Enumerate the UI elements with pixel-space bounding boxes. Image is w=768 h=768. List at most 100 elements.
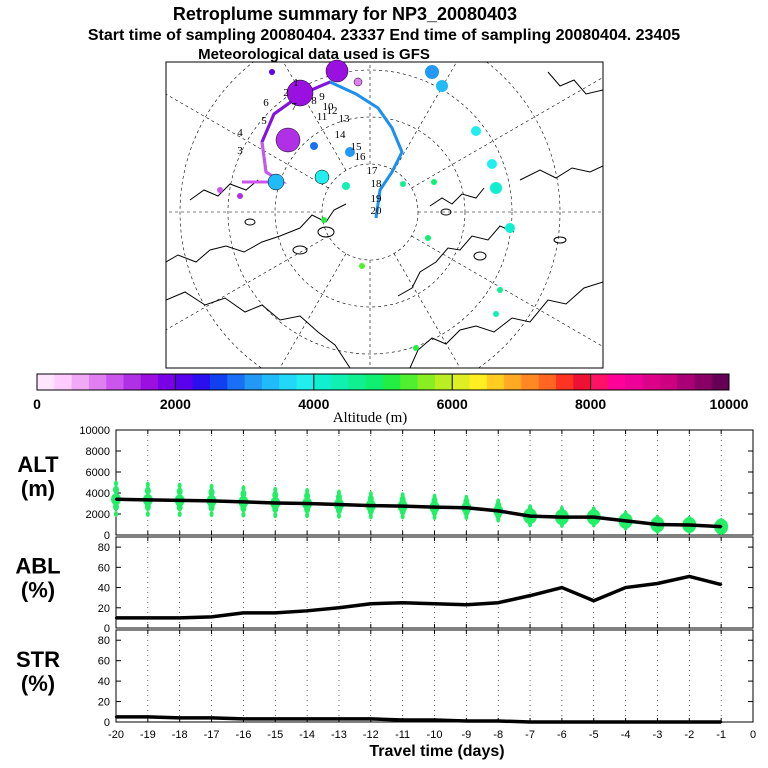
panel-ylabel: ALT (17, 452, 59, 477)
series-point (146, 715, 150, 719)
colorbar-swatch (261, 374, 280, 390)
colorbar-swatch (677, 374, 695, 390)
altitude-scatter-point (113, 502, 119, 511)
altitude-scatter-point (304, 505, 311, 514)
coastline (166, 227, 301, 263)
colorbar-swatch (106, 374, 124, 390)
series-point (497, 509, 500, 513)
series-point (624, 720, 627, 724)
series-point (337, 503, 341, 506)
altitude-scatter-point (208, 503, 215, 512)
altitude-scatter-point (273, 486, 278, 493)
altitude-scatter-point (114, 511, 118, 517)
series-point (465, 719, 468, 723)
latitude-circle (274, 116, 466, 308)
x-tick-label: 0 (750, 729, 756, 741)
colorbar-swatch (573, 374, 592, 390)
y-tick-label: 60 (98, 562, 110, 574)
series-point (528, 720, 532, 724)
trajectory-day-label: 17 (367, 165, 379, 177)
colorbar-swatch (383, 374, 401, 390)
coastline (397, 225, 515, 297)
colorbar-swatch (711, 374, 730, 390)
latitude-circle (227, 69, 513, 355)
series-point (656, 720, 659, 724)
altitude-scatter-point (336, 489, 341, 496)
series-point (210, 716, 213, 720)
y-tick-label: 0 (104, 623, 110, 635)
altitude-scatter-point (496, 516, 501, 523)
series-point (146, 498, 150, 502)
altitude-scatter-point (336, 512, 341, 519)
series-point (592, 515, 595, 519)
series-point (274, 611, 277, 615)
colorbar-swatch (521, 374, 540, 390)
altitude-scatter-point (431, 496, 438, 505)
series-point (178, 716, 181, 720)
colorbar-swatch (694, 374, 713, 390)
altitude-scatter-point (719, 528, 724, 535)
colorbar-swatch (313, 374, 332, 390)
series-point (624, 586, 627, 589)
x-tick-label: -5 (589, 729, 599, 741)
colorbar-swatch (158, 374, 176, 390)
series-point (337, 606, 341, 609)
y-tick-label: 40 (98, 676, 110, 688)
series-point (369, 602, 372, 605)
plume-cluster-marker (269, 69, 275, 75)
plume-cluster-marker (353, 77, 363, 87)
colorbar-swatch (365, 374, 384, 390)
series-point (401, 601, 404, 604)
colorbar-swatch (486, 374, 505, 390)
plume-cluster-marker (487, 159, 497, 169)
panel-ylabel-unit: (%) (21, 671, 55, 696)
altitude-scatter-point (305, 512, 310, 519)
trajectory-day-label: 16 (355, 151, 367, 163)
trajectory-day-label: 9 (319, 91, 325, 103)
altitude-scatter-point (209, 511, 214, 518)
colorbar-swatch (123, 374, 142, 390)
abl-panel: 80 60 40 20 0 ABL(%) (15, 536, 754, 635)
altitude-scatter-point (368, 513, 373, 520)
x-axis-title: Travel time (days) (369, 743, 504, 760)
altitude-scatter-point (527, 516, 534, 525)
trajectory-day-label: 19 (371, 193, 383, 205)
plume-cluster-marker (321, 217, 327, 223)
plume-cluster-marker (425, 235, 431, 241)
colorbar-swatch (54, 374, 73, 390)
trajectory-day-label: 15 (351, 141, 363, 153)
colorbar-tick-label: 4000 (298, 396, 329, 412)
altitude-scatter-point (145, 511, 150, 518)
colorbar-tick-label: 2000 (160, 396, 191, 412)
colorbar-swatch (590, 374, 609, 390)
x-tick-label: -17 (204, 729, 220, 741)
plume-cluster-marker (237, 193, 243, 199)
x-tick-label: -14 (299, 729, 315, 741)
plume-cluster-marker (505, 223, 515, 233)
altitude-scatter-point (400, 513, 405, 520)
trajectory-day-label: 1 (293, 77, 299, 89)
x-tick-label: -18 (172, 729, 188, 741)
retroplume-path-upper (260, 80, 331, 143)
altitude-scatter-point (687, 515, 692, 522)
altitude-scatter-point (591, 506, 596, 513)
plume-cluster-marker (310, 142, 318, 150)
y-tick-label: 8000 (86, 446, 110, 458)
altitude-scatter-point (272, 505, 279, 514)
series-point (337, 717, 341, 721)
colorbar-swatch (434, 374, 453, 390)
y-tick-label: 80 (98, 635, 110, 647)
altitude-scatter-point (463, 497, 470, 506)
series-point (688, 575, 691, 578)
trajectory-day-label: 2 (283, 87, 289, 99)
altitude-scatter-point (400, 492, 405, 499)
altitude-scatter-point (177, 482, 182, 489)
trajectory-day-label: 14 (335, 129, 347, 141)
colorbar-swatch (504, 374, 522, 390)
altitude-scatter-point (655, 514, 660, 521)
plume-cluster-marker (325, 59, 349, 83)
colorbar-tick-label: 6000 (437, 396, 468, 412)
plume-cluster-marker (275, 127, 301, 153)
